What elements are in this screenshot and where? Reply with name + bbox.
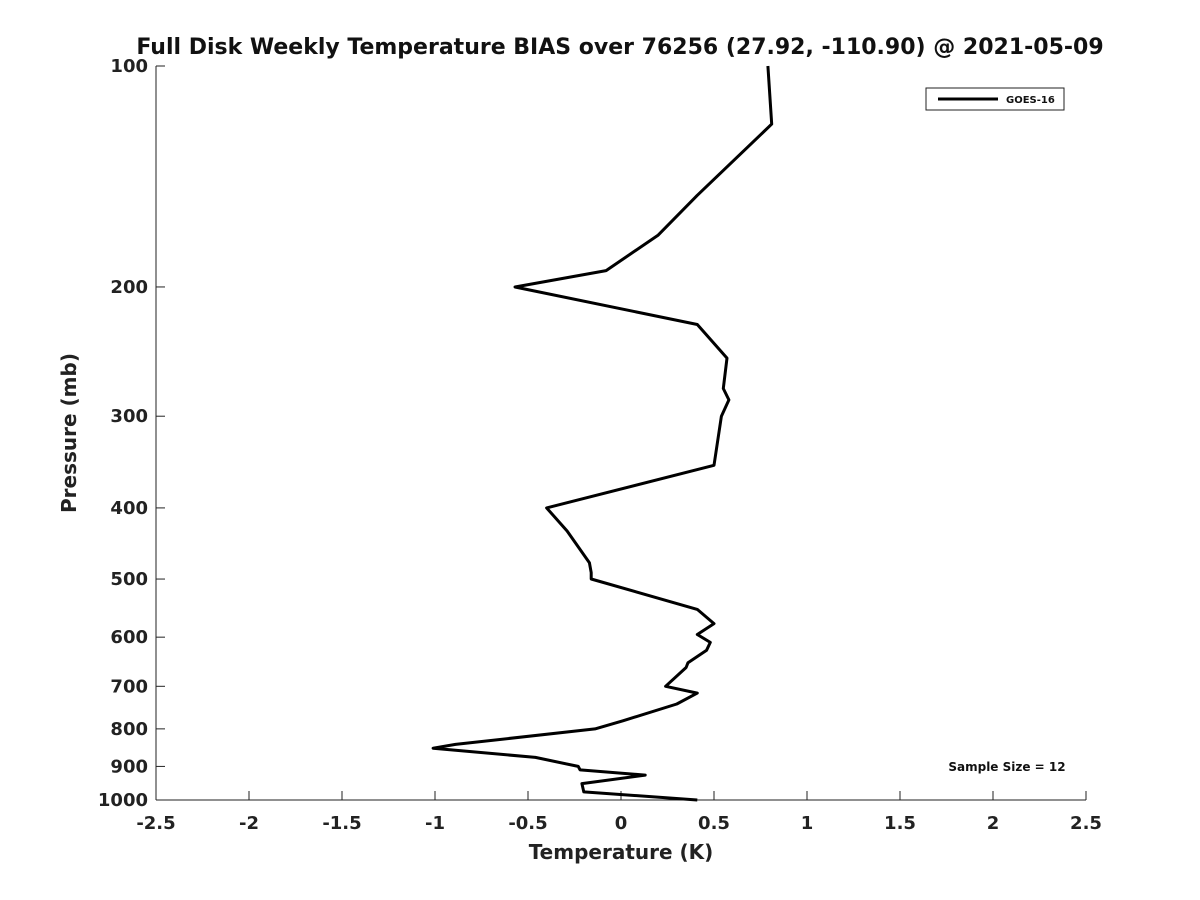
y-tick-label: 600	[110, 627, 148, 648]
x-tick-label: 0	[615, 813, 628, 834]
y-tick-label: 300	[110, 406, 148, 427]
x-tick-label: -2	[239, 813, 259, 834]
x-tick-label: -1	[425, 813, 445, 834]
sample-size-note: Sample Size = 12	[948, 760, 1065, 774]
y-tick-label: 200	[110, 277, 148, 298]
x-tick-label: -1.5	[322, 813, 361, 834]
plot-frame	[155, 66, 1086, 801]
y-axis-label: Pressure (mb)	[57, 353, 81, 513]
x-tick-label: 2.5	[1070, 813, 1102, 834]
x-tick-label: 2	[987, 813, 1000, 834]
series-line-goes-16	[431, 65, 774, 802]
legend-label-goes-16: GOES-16	[1006, 95, 1055, 106]
y-tick-label: 100	[110, 56, 148, 77]
x-tick-label: -2.5	[136, 813, 175, 834]
y-tick-label: 400	[110, 498, 148, 519]
x-tick-label: -0.5	[508, 813, 547, 834]
x-axis-ticks: -2.5 -2 -1.5 -1 -0.5 0 0.5 1 1.5 2 2.5	[136, 791, 1102, 834]
y-tick-label: 800	[110, 719, 148, 740]
x-axis-label: Temperature (K)	[529, 840, 714, 864]
y-tick-label: 700	[110, 676, 148, 697]
x-tick-label: 1.5	[884, 813, 916, 834]
series-layer	[431, 65, 774, 802]
legend: GOES-16	[925, 87, 1065, 111]
chart-title: Full Disk Weekly Temperature BIAS over 7…	[136, 35, 1103, 60]
y-tick-label: 500	[110, 569, 148, 590]
y-axis-ticks: 100 200 300 400 500 600 700 800 900 1000	[98, 56, 165, 811]
x-tick-label: 0.5	[698, 813, 730, 834]
y-tick-label: 900	[110, 756, 148, 777]
x-tick-label: 1	[801, 813, 814, 834]
y-tick-label: 1000	[98, 790, 148, 811]
